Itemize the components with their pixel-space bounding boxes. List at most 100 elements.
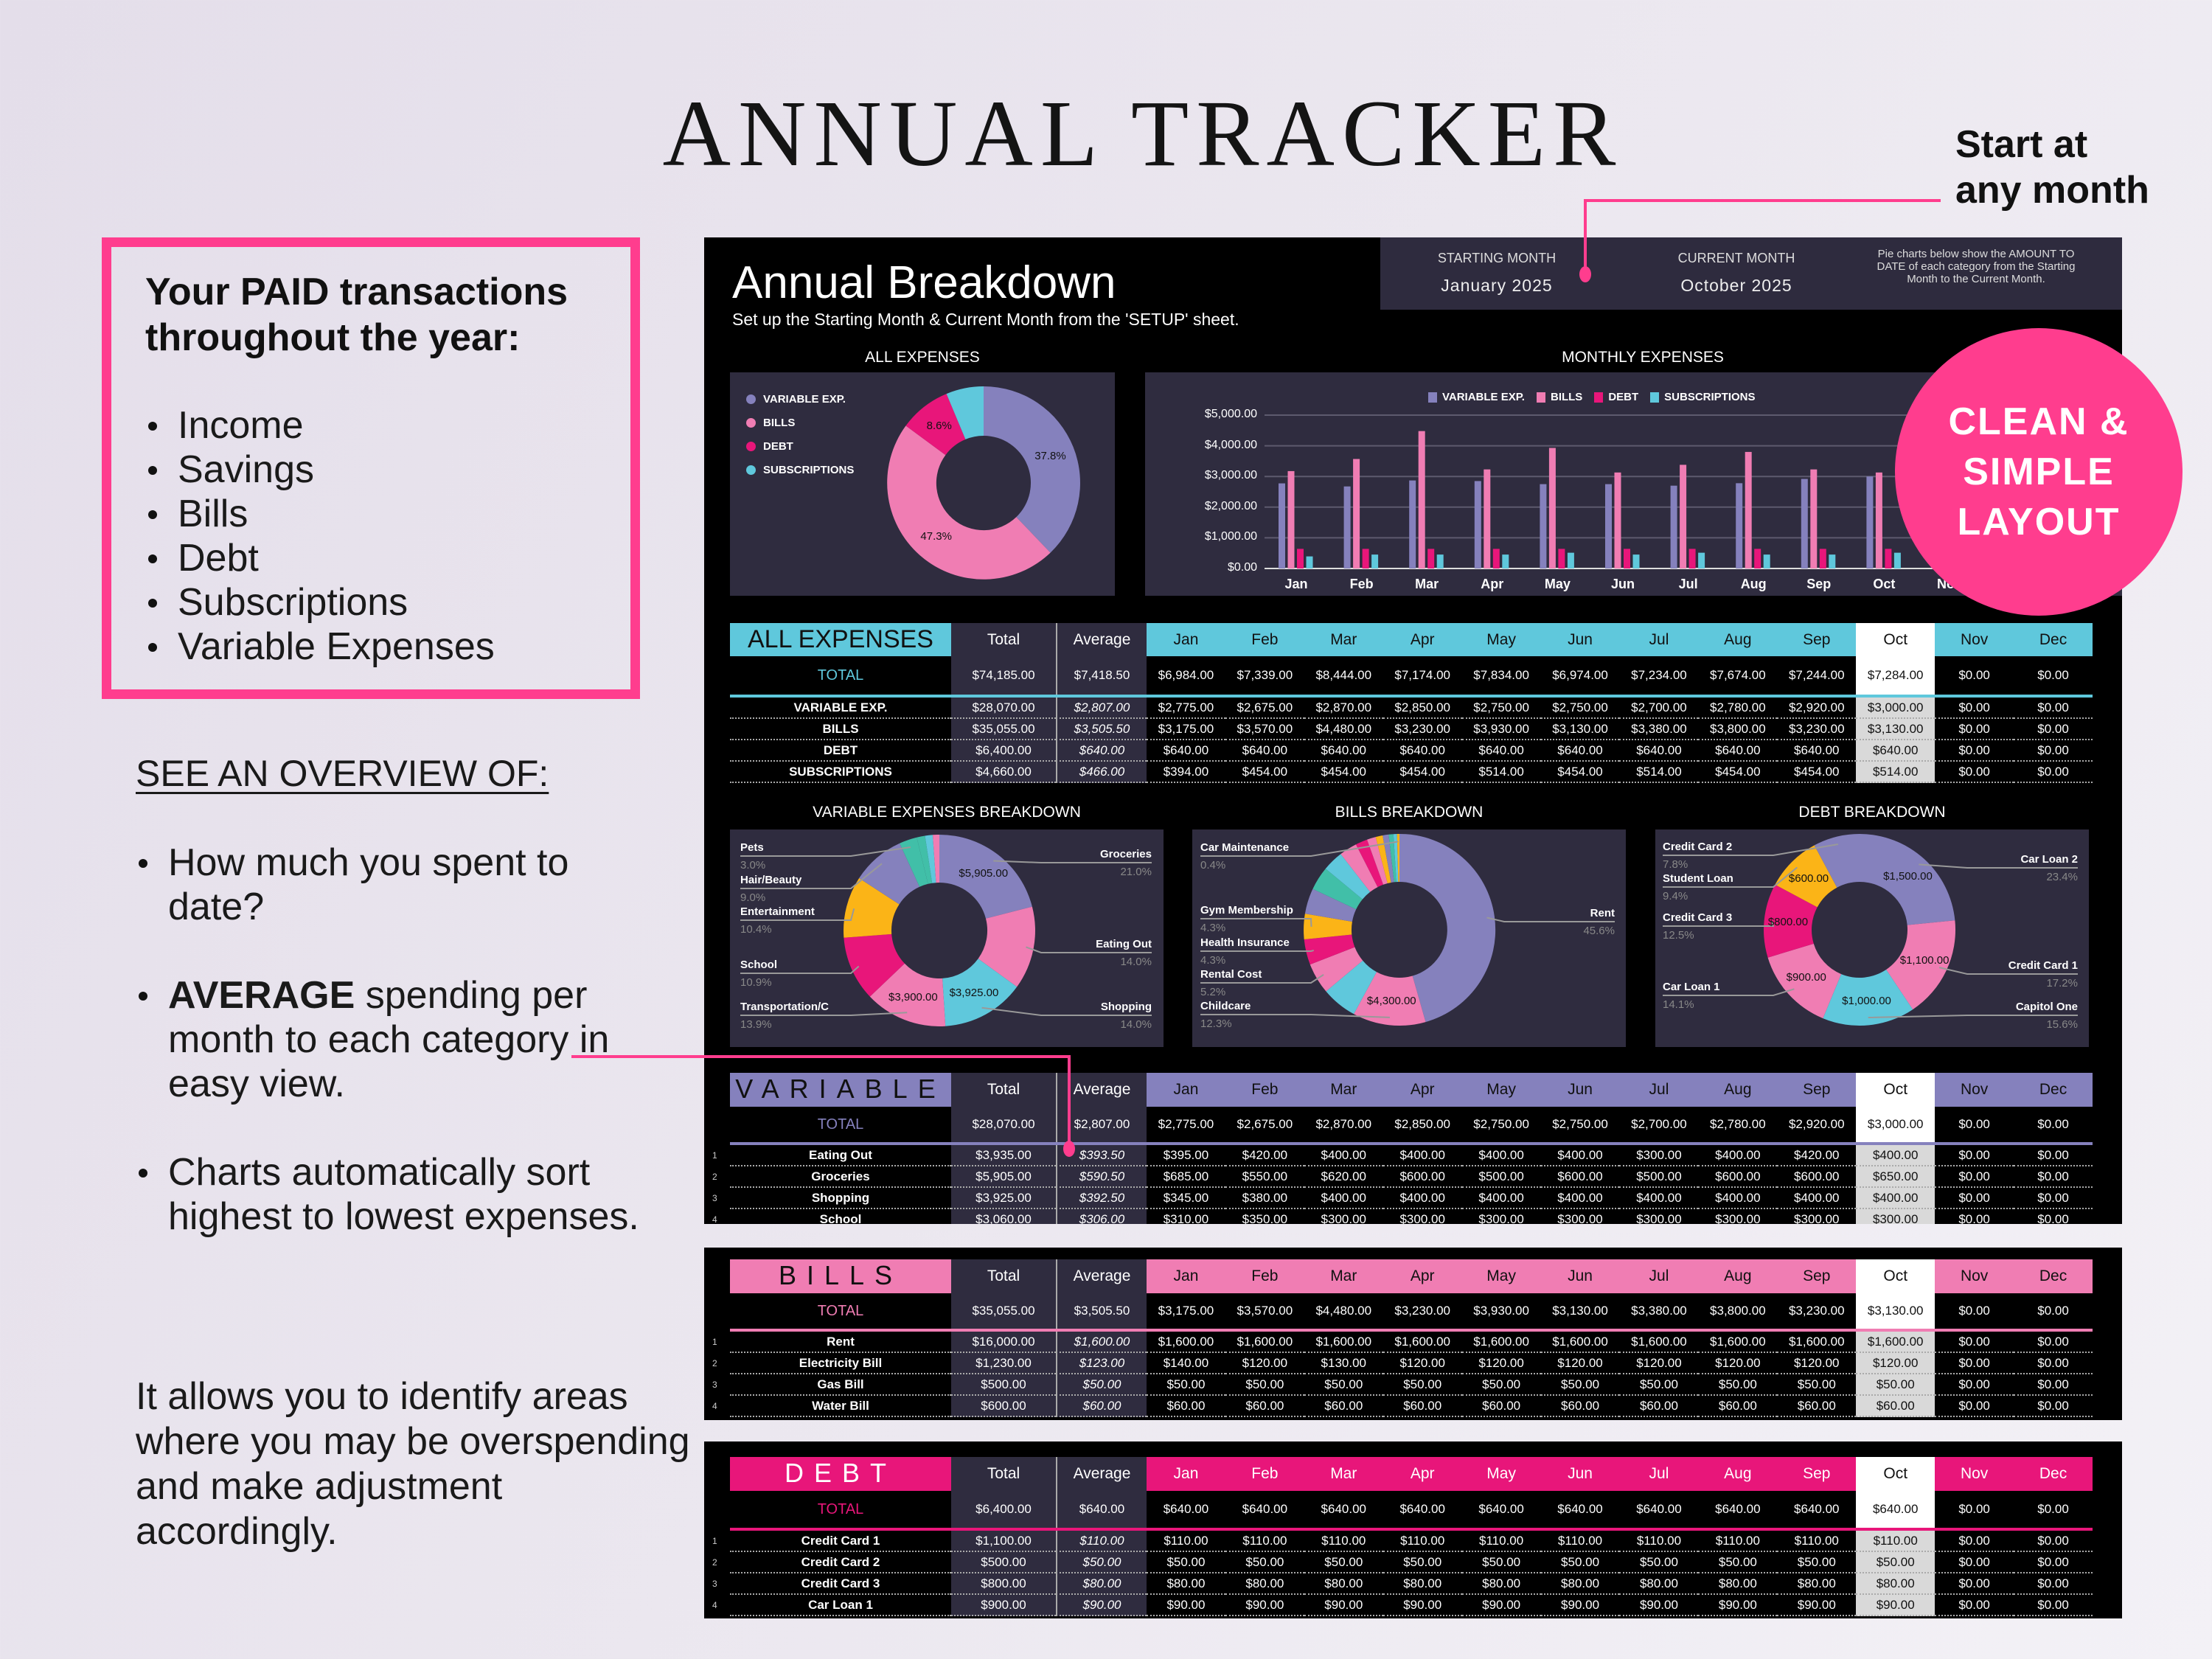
column-header-may[interactable]: May [1461, 1073, 1541, 1107]
row-cell[interactable]: $300.00 [1541, 1209, 1620, 1225]
row-cell[interactable]: $50.00 [1619, 1374, 1699, 1396]
row-cell[interactable]: $2,850.00 [1382, 698, 1462, 719]
column-header-sep[interactable]: Sep [1777, 1457, 1857, 1491]
column-header-apr[interactable]: Apr [1382, 623, 1462, 656]
row-cell[interactable]: $0.00 [2014, 1531, 2093, 1552]
row-cell[interactable]: $50.00 [1777, 1374, 1857, 1396]
row-cell[interactable]: $90.00 [1382, 1595, 1462, 1616]
column-header-jan[interactable]: Jan [1147, 1259, 1225, 1293]
row-cell[interactable]: $514.00 [1856, 762, 1935, 783]
column-header-jan[interactable]: Jan [1147, 623, 1225, 656]
row-cell[interactable]: $0.00 [2014, 698, 2093, 719]
row-cell[interactable]: $640.00 [1619, 740, 1699, 762]
row-cell[interactable]: $300.00 [1462, 1209, 1541, 1225]
row-cell[interactable]: $0.00 [2014, 1573, 2093, 1595]
starting-month-value[interactable]: January 2025 [1441, 276, 1553, 295]
column-header-oct[interactable]: Oct [1856, 623, 1935, 656]
column-header-apr[interactable]: Apr [1382, 1073, 1462, 1107]
column-header-dec[interactable]: Dec [2014, 1259, 2093, 1293]
column-header-oct[interactable]: Oct [1856, 1259, 1935, 1293]
current-month-value[interactable]: October 2025 [1680, 276, 1792, 295]
row-cell[interactable]: $50.00 [1304, 1552, 1383, 1573]
row-cell[interactable]: $50.00 [1304, 1374, 1383, 1396]
row-cell[interactable]: $454.00 [1777, 762, 1857, 783]
column-header-apr[interactable]: Apr [1382, 1457, 1462, 1491]
row-cell[interactable]: $3,230.00 [1382, 719, 1462, 740]
row-cell[interactable]: $110.00 [1225, 1531, 1304, 1552]
row-cell[interactable]: $620.00 [1304, 1166, 1383, 1188]
row-cell[interactable]: $50.00 [1856, 1374, 1935, 1396]
row-cell[interactable]: $1,600.00 [1225, 1332, 1304, 1353]
row-cell[interactable]: $300.00 [1698, 1209, 1777, 1225]
row-cell[interactable]: $420.00 [1225, 1145, 1304, 1166]
column-header-nov[interactable]: Nov [1935, 1457, 2014, 1491]
row-cell[interactable]: $1,600.00 [1619, 1332, 1699, 1353]
row-cell[interactable]: $80.00 [1304, 1573, 1383, 1595]
row-cell[interactable]: $110.00 [1147, 1531, 1225, 1552]
row-cell[interactable]: $600.00 [1777, 1166, 1857, 1188]
row-cell[interactable]: $300.00 [1304, 1209, 1383, 1225]
row-cell[interactable]: $640.00 [1777, 740, 1857, 762]
column-header-apr[interactable]: Apr [1382, 1259, 1462, 1293]
row-cell[interactable]: $60.00 [1147, 1396, 1225, 1417]
row-cell[interactable]: $400.00 [1777, 1188, 1857, 1209]
row-cell[interactable]: $640.00 [1698, 740, 1778, 762]
row-cell[interactable]: $60.00 [1777, 1396, 1857, 1417]
row-cell[interactable]: $2,920.00 [1777, 698, 1857, 719]
row-cell[interactable]: $0.00 [1935, 1552, 2014, 1573]
column-header-sep[interactable]: Sep [1777, 1073, 1857, 1107]
row-cell[interactable]: $60.00 [1619, 1396, 1699, 1417]
row-cell[interactable]: $640.00 [1382, 740, 1462, 762]
column-header-dec[interactable]: Dec [2014, 623, 2093, 656]
column-header-mar[interactable]: Mar [1304, 1073, 1383, 1107]
row-cell[interactable]: $140.00 [1147, 1353, 1225, 1374]
row-cell[interactable]: $110.00 [1304, 1531, 1383, 1552]
column-header-mar[interactable]: Mar [1304, 623, 1383, 656]
row-cell[interactable]: $0.00 [2014, 1396, 2093, 1417]
row-cell[interactable]: $110.00 [1856, 1531, 1935, 1552]
row-cell[interactable]: $454.00 [1698, 762, 1778, 783]
row-cell[interactable]: $400.00 [1856, 1188, 1935, 1209]
row-cell[interactable]: $3,380.00 [1619, 719, 1699, 740]
row-cell[interactable]: $50.00 [1461, 1552, 1541, 1573]
row-cell[interactable]: $1,600.00 [1698, 1332, 1778, 1353]
column-header-nov[interactable]: Nov [1935, 1073, 2014, 1107]
row-cell[interactable]: $300.00 [1619, 1145, 1699, 1166]
row-cell[interactable]: $0.00 [1935, 740, 2014, 762]
column-header-dec[interactable]: Dec [2014, 1457, 2093, 1491]
row-cell[interactable]: $110.00 [1540, 1531, 1620, 1552]
column-header-jan[interactable]: Jan [1147, 1073, 1225, 1107]
row-cell[interactable]: $400.00 [1698, 1188, 1778, 1209]
row-cell[interactable]: $0.00 [1935, 1166, 2014, 1188]
row-cell[interactable]: $400.00 [1619, 1188, 1699, 1209]
column-header-aug[interactable]: Aug [1698, 1457, 1778, 1491]
row-cell[interactable]: $120.00 [1698, 1353, 1778, 1374]
row-cell[interactable]: $3,130.00 [1856, 719, 1935, 740]
row-cell[interactable]: $120.00 [1777, 1353, 1857, 1374]
row-cell[interactable]: $1,600.00 [1777, 1332, 1857, 1353]
row-cell[interactable]: $0.00 [2014, 740, 2093, 762]
row-cell[interactable]: $0.00 [1935, 698, 2014, 719]
row-cell[interactable]: $50.00 [1540, 1552, 1620, 1573]
row-cell[interactable]: $2,700.00 [1619, 698, 1699, 719]
row-cell[interactable]: $50.00 [1225, 1552, 1304, 1573]
row-cell[interactable]: $1,600.00 [1147, 1332, 1225, 1353]
row-cell[interactable]: $0.00 [1935, 1374, 2014, 1396]
row-cell[interactable]: $3,930.00 [1461, 719, 1541, 740]
row-cell[interactable]: $400.00 [1540, 1188, 1620, 1209]
row-cell[interactable]: $640.00 [1461, 740, 1541, 762]
row-cell[interactable]: $0.00 [1935, 1396, 2014, 1417]
column-header-jun[interactable]: Jun [1540, 1259, 1620, 1293]
row-cell[interactable]: $50.00 [1461, 1374, 1541, 1396]
row-cell[interactable]: $0.00 [1935, 1531, 2014, 1552]
row-cell[interactable]: $50.00 [1147, 1374, 1225, 1396]
column-header-nov[interactable]: Nov [1935, 623, 2014, 656]
row-cell[interactable]: $50.00 [1698, 1552, 1778, 1573]
row-cell[interactable]: $400.00 [1461, 1188, 1541, 1209]
column-header-dec[interactable]: Dec [2014, 1073, 2093, 1107]
row-cell[interactable]: $60.00 [1304, 1396, 1383, 1417]
row-cell[interactable]: $1,600.00 [1540, 1332, 1620, 1353]
row-cell[interactable]: $110.00 [1777, 1531, 1857, 1552]
row-cell[interactable]: $0.00 [1935, 1332, 2014, 1353]
row-cell[interactable]: $454.00 [1225, 762, 1304, 783]
